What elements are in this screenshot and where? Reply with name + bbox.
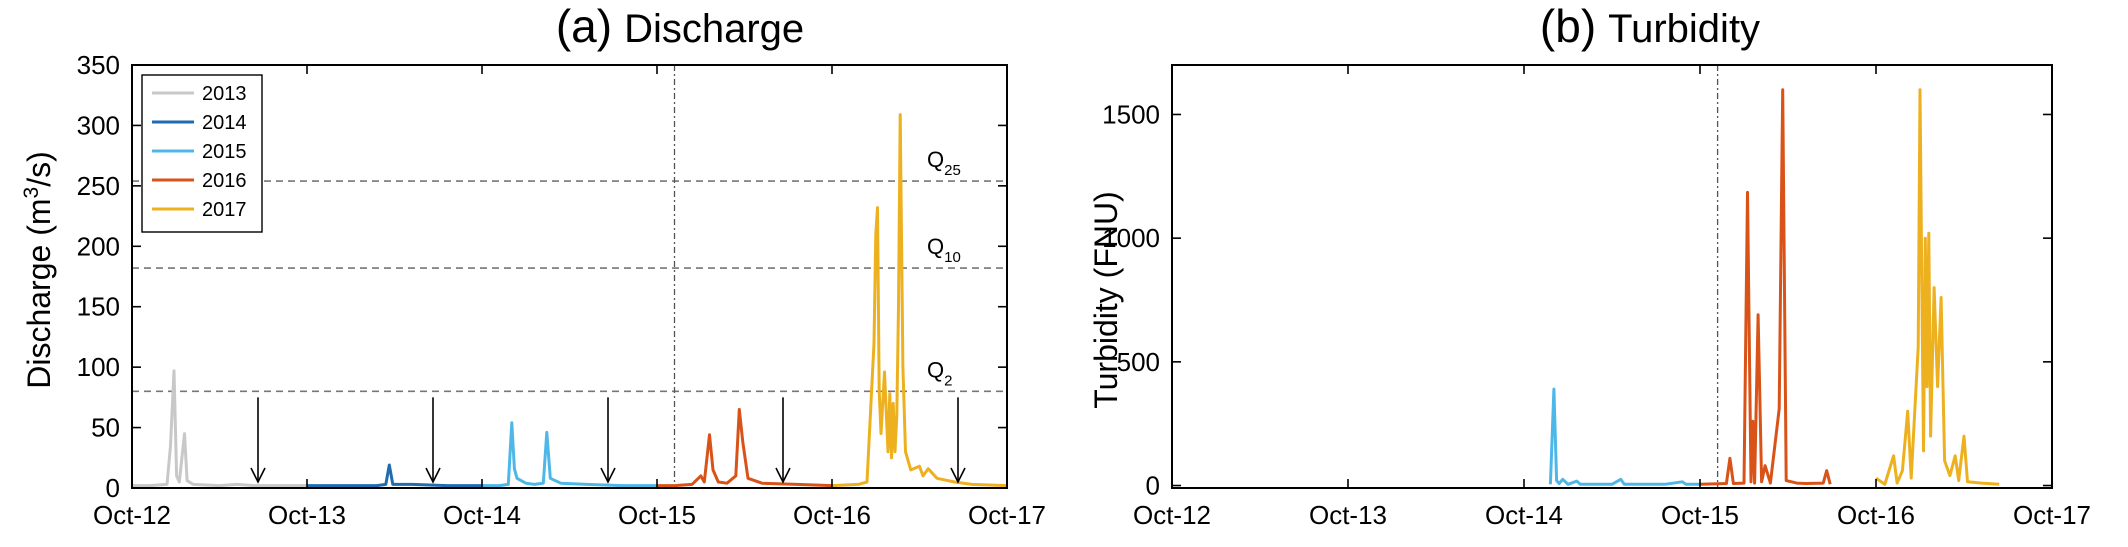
ylabel-part-1: Discharge (m	[21, 198, 57, 388]
reference-line-label: Q2	[927, 357, 952, 389]
y-tick-label: 150	[77, 292, 120, 322]
y-tick-label: 0	[106, 473, 120, 503]
y-tick-label: 350	[77, 50, 120, 80]
arrow-head	[425, 467, 441, 484]
discharge-x-ticks: Oct-12 Oct-13 Oct-14 Oct-15 Oct-16 Oct-17	[93, 65, 1046, 530]
discharge-title-prefix: (a)	[556, 0, 612, 52]
x-tick-label: Oct-16	[1837, 500, 1915, 530]
series-2015-line	[482, 421, 657, 488]
legend-label-2017: 2017	[202, 199, 247, 221]
discharge-title-main: Discharge	[624, 7, 804, 51]
y-tick-label: 0	[1146, 471, 1160, 501]
x-tick-label: Oct-12	[1133, 500, 1211, 530]
y-tick-label: 50	[91, 413, 120, 443]
x-tick-label: Oct-13	[1309, 500, 1387, 530]
turbidity-title: (b) Turbidity	[1540, 0, 1760, 52]
arrow-head	[950, 467, 966, 484]
legend-label-2013: 2013	[202, 83, 247, 105]
arrow-head	[600, 467, 616, 484]
x-tick-label: Oct-14	[1485, 500, 1563, 530]
series-2016-line	[1699, 88, 1832, 486]
arrows	[250, 397, 966, 484]
ylabel-superscript: 3	[20, 187, 43, 199]
reference-lines: Q25 Q10 Q2	[132, 147, 1007, 393]
turbidity-title-main: Turbidity	[1608, 7, 1760, 51]
series-2015-line	[1548, 387, 1700, 486]
turbidity-series	[1548, 88, 2000, 486]
x-tick-label: Oct-17	[968, 500, 1046, 530]
turbidity-y-axis-label: Turbidity (FNU)	[1088, 191, 1124, 408]
arrow-head	[775, 467, 791, 484]
legend-label-2014: 2014	[202, 112, 247, 134]
x-tick-label: Oct-13	[268, 500, 346, 530]
x-tick-label: Oct-15	[618, 500, 696, 530]
y-tick-label: 300	[77, 110, 120, 140]
y-tick-label: 100	[77, 352, 120, 382]
discharge-y-ticks: 0 50 100 150 200 250 300 350	[77, 50, 1007, 503]
turbidity-y-ticks: 0 500 1000 1500	[1102, 99, 2052, 501]
x-tick-label: Oct-17	[2013, 500, 2091, 530]
series-2014-line	[307, 463, 482, 488]
y-tick-label: 500	[1117, 347, 1160, 377]
discharge-title: (a) Discharge	[556, 0, 804, 52]
legend-label-2016: 2016	[202, 170, 247, 192]
y-tick-label: 200	[77, 231, 120, 261]
series-2017-line	[831, 113, 1008, 488]
legend-label-2015: 2015	[202, 141, 247, 163]
y-tick-label: 1500	[1102, 99, 1160, 129]
x-tick-label: Oct-16	[793, 500, 871, 530]
series-2017-line	[1875, 88, 2000, 486]
discharge-panel: (a) Discharge Q25 Q10 Q2 0 50 100 150 200 250 300…	[20, 0, 1046, 530]
discharge-plot-frame	[131, 64, 1008, 489]
legend: 2013 2014 2015 2016 2017	[141, 74, 263, 233]
reference-line-label: Q10	[927, 234, 961, 266]
series-2016-line	[657, 407, 833, 488]
ylabel-part-2: /s)	[21, 151, 57, 187]
reference-line-label: Q25	[927, 147, 961, 179]
series-2013-line	[132, 369, 307, 488]
arrow-head	[250, 467, 266, 484]
x-tick-label: Oct-12	[93, 500, 171, 530]
turbidity-plot-frame	[1171, 64, 2053, 489]
legend-box	[141, 74, 263, 233]
x-tick-label: Oct-15	[1661, 500, 1739, 530]
x-tick-label: Oct-14	[443, 500, 521, 530]
turbidity-title-prefix: (b)	[1540, 0, 1596, 52]
turbidity-x-ticks: Oct-12 Oct-13 Oct-14 Oct-15 Oct-16 Oct-17	[1133, 65, 2091, 530]
discharge-series	[132, 113, 1008, 488]
discharge-y-axis-label: Discharge (m3/s)	[20, 151, 57, 389]
y-tick-label: 1000	[1102, 223, 1160, 253]
y-tick-label: 250	[77, 171, 120, 201]
